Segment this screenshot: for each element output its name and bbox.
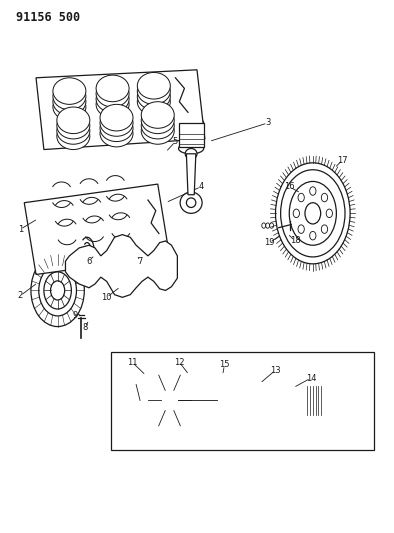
Ellipse shape (100, 115, 133, 142)
Text: 4: 4 (198, 182, 204, 191)
Ellipse shape (141, 118, 174, 144)
Ellipse shape (178, 118, 204, 128)
Text: 91156 500: 91156 500 (17, 11, 80, 25)
Ellipse shape (57, 107, 90, 134)
Text: 5: 5 (173, 137, 178, 146)
Ellipse shape (141, 107, 174, 134)
Ellipse shape (96, 75, 129, 102)
Text: 8: 8 (82, 323, 88, 332)
Polygon shape (65, 235, 177, 297)
Ellipse shape (138, 83, 170, 110)
Ellipse shape (53, 94, 86, 120)
Ellipse shape (100, 110, 133, 136)
Polygon shape (24, 184, 169, 274)
Ellipse shape (57, 123, 90, 150)
Text: 19: 19 (264, 238, 275, 247)
Ellipse shape (96, 80, 129, 107)
Polygon shape (36, 70, 205, 150)
Ellipse shape (138, 72, 170, 99)
Polygon shape (186, 154, 196, 195)
Ellipse shape (180, 192, 202, 213)
Ellipse shape (138, 88, 170, 115)
Ellipse shape (138, 78, 170, 104)
Text: 10: 10 (101, 293, 112, 302)
Ellipse shape (141, 102, 174, 128)
Ellipse shape (96, 91, 129, 118)
Ellipse shape (178, 143, 204, 154)
Text: 6: 6 (86, 257, 92, 265)
Ellipse shape (308, 387, 322, 414)
Text: 17: 17 (337, 156, 348, 165)
Polygon shape (178, 123, 204, 147)
Polygon shape (111, 352, 374, 450)
Polygon shape (305, 384, 325, 416)
Ellipse shape (53, 83, 86, 110)
Text: 15: 15 (219, 360, 230, 369)
Ellipse shape (185, 149, 197, 159)
Text: 9: 9 (72, 311, 78, 320)
Ellipse shape (96, 86, 129, 112)
Ellipse shape (141, 112, 174, 139)
Text: 18: 18 (290, 237, 301, 246)
Text: 2: 2 (18, 291, 23, 300)
Ellipse shape (57, 112, 90, 139)
Text: 16: 16 (284, 182, 295, 191)
Ellipse shape (53, 78, 86, 104)
Text: 13: 13 (270, 366, 281, 375)
Ellipse shape (57, 118, 90, 144)
Ellipse shape (100, 104, 133, 131)
Ellipse shape (100, 120, 133, 147)
Text: 11: 11 (127, 358, 138, 367)
Ellipse shape (53, 88, 86, 115)
Text: 3: 3 (265, 118, 270, 127)
Text: 12: 12 (174, 358, 184, 367)
Text: 1: 1 (18, 225, 23, 234)
Text: 14: 14 (306, 374, 316, 383)
Text: 7: 7 (138, 257, 143, 265)
